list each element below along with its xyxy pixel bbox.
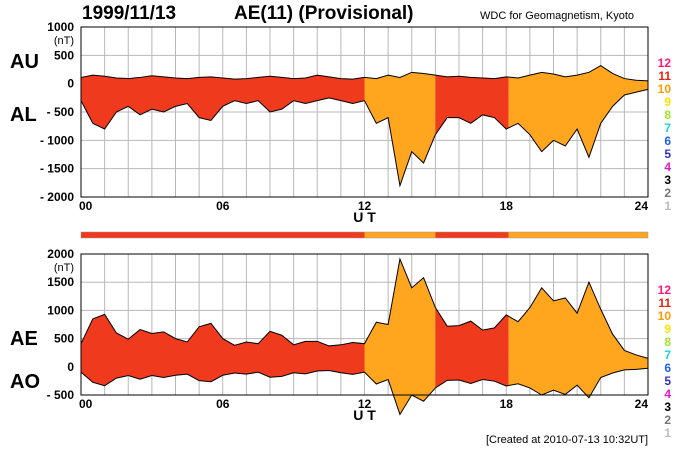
station-scale-label: 2 [664, 186, 671, 200]
series-line-au [80, 64, 649, 82]
x-tick-label: 18 [500, 199, 514, 213]
station-scale-label: 7 [664, 348, 671, 362]
station-segment-fill [364, 259, 436, 415]
plot-title: AE(11) (Provisional) [234, 3, 414, 24]
station-scale-label: 3 [664, 173, 671, 187]
plot-frame [80, 26, 649, 198]
station-scale-label: 10 [658, 309, 672, 323]
station-scale-label: 6 [664, 361, 671, 375]
plot-frame [80, 253, 649, 396]
x-tick-label: 06 [216, 199, 230, 213]
station-scale-label: 10 [658, 82, 672, 96]
station-scale-label: 5 [664, 374, 671, 388]
y-tick-label: 0 [67, 360, 74, 374]
station-scale-label: 8 [664, 108, 671, 122]
station-count-bar [364, 232, 436, 238]
y-tick-label: 500 [54, 332, 74, 346]
station-count-bar [435, 232, 509, 238]
series-line-ao [80, 367, 649, 416]
x-tick-label: 24 [635, 397, 649, 411]
x-axis-label: U T [353, 407, 376, 423]
station-segment-fill [508, 65, 648, 158]
y-unit-label: (nT) [54, 262, 74, 274]
station-segment-fill [81, 75, 365, 129]
y-tick-label: 1000 [47, 20, 74, 34]
y-tick-label: 1000 [47, 303, 74, 317]
series-line-ae [80, 257, 649, 359]
station-segment-fill [81, 314, 365, 386]
station-scale-label: 2 [664, 413, 671, 427]
y-tick-label: - 500 [47, 105, 75, 119]
station-scale-label: 1 [664, 199, 671, 213]
station-scale-label: 6 [664, 134, 671, 148]
y-tick-label: 1500 [47, 275, 74, 289]
y-tick-label: - 500 [47, 388, 75, 402]
creation-note: [Created at 2010-07-13 10:32UT] [486, 434, 649, 446]
station-scale-label: 4 [664, 160, 671, 174]
x-tick-label: 18 [500, 397, 514, 411]
y-tick-label: - 2000 [40, 190, 74, 204]
station-scale-label: 11 [658, 296, 671, 310]
x-tick-label: 00 [79, 397, 93, 411]
x-axis-label: U T [353, 209, 376, 225]
x-tick-label: 00 [79, 199, 93, 213]
station-segment-fill [508, 282, 648, 398]
plot-date: 1999/11/13 [82, 3, 177, 24]
station-segment-fill [435, 75, 509, 135]
station-scale-label: 12 [658, 283, 672, 297]
station-scale-label: 4 [664, 387, 671, 401]
station-segment-fill [364, 72, 436, 186]
x-tick-label: 24 [635, 199, 649, 213]
station-scale-label: 5 [664, 147, 671, 161]
au-label: AU [10, 51, 39, 73]
station-scale-label: 12 [658, 56, 672, 70]
y-unit-label: (nT) [54, 35, 74, 47]
station-scale-label: 11 [658, 69, 671, 83]
station-scale-label: 3 [664, 400, 671, 414]
y-tick-label: 500 [54, 48, 74, 62]
station-count-bar-frame [80, 231, 649, 239]
station-segment-fill [435, 307, 509, 388]
station-scale-label: 7 [664, 121, 671, 135]
y-tick-label: 2000 [47, 247, 74, 261]
series-line-al [80, 88, 649, 188]
data-source: WDC for Geomagnetism, Kyoto [480, 10, 635, 22]
y-tick-label: - 1500 [40, 162, 74, 176]
station-scale-label: 9 [664, 322, 671, 336]
x-tick-label: 12 [358, 397, 372, 411]
al-label: AL [10, 104, 37, 126]
station-count-bar [81, 232, 365, 238]
y-tick-label: 0 [67, 77, 74, 91]
ao-label: AO [10, 371, 40, 393]
station-count-bar [508, 232, 648, 238]
x-tick-label: 06 [216, 397, 230, 411]
station-scale-label: 1 [664, 426, 671, 440]
station-scale-label: 9 [664, 95, 671, 109]
ae-label: AE [10, 328, 38, 350]
station-scale-label: 8 [664, 335, 671, 349]
y-tick-label: - 1000 [40, 133, 74, 147]
x-tick-label: 12 [358, 199, 372, 213]
